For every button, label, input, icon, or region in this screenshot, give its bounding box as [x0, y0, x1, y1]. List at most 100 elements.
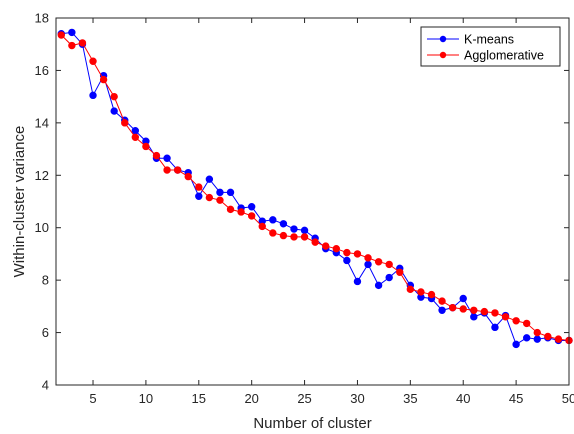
- y-tick-label: 4: [42, 378, 49, 393]
- x-tick-label: 45: [509, 391, 523, 406]
- legend-marker-agglomerative: [439, 51, 447, 59]
- data-point-k-means: [374, 281, 383, 290]
- data-point-k-means: [300, 226, 309, 235]
- data-point-agglomerative: [205, 193, 214, 202]
- data-point-agglomerative: [491, 309, 499, 317]
- x-tick-label: 30: [350, 391, 364, 406]
- data-point-agglomerative: [89, 57, 97, 65]
- x-axis-label: Number of cluster: [253, 415, 371, 432]
- y-tick-label: 6: [42, 325, 49, 340]
- x-tick-label: 10: [139, 391, 153, 406]
- data-point-agglomerative: [173, 166, 182, 174]
- data-point-k-means: [216, 188, 224, 197]
- data-point-agglomerative: [237, 208, 245, 216]
- data-point-agglomerative: [258, 222, 266, 231]
- data-point-agglomerative: [57, 31, 65, 39]
- data-point-agglomerative: [68, 41, 76, 50]
- data-point-k-means: [163, 154, 171, 162]
- x-tick-label: 15: [192, 391, 206, 406]
- data-point-k-means: [195, 192, 203, 200]
- x-tick-label: 40: [456, 391, 470, 406]
- data-point-k-means: [247, 203, 256, 211]
- data-point-agglomerative: [226, 205, 235, 214]
- legend-label-agglomerative: Agglomerative: [464, 49, 544, 63]
- data-point-agglomerative: [121, 119, 129, 127]
- data-point-agglomerative: [544, 332, 552, 341]
- data-point-agglomerative: [269, 229, 277, 237]
- x-tick-label: 25: [297, 391, 311, 406]
- data-point-agglomerative: [152, 151, 161, 160]
- x-tick-label: 50: [562, 391, 574, 406]
- x-tick-label: 20: [244, 391, 258, 406]
- data-point-k-means: [226, 188, 235, 197]
- data-point-k-means: [89, 91, 97, 100]
- data-point-agglomerative: [385, 260, 393, 269]
- data-point-k-means: [459, 294, 467, 303]
- plot-series: [57, 28, 573, 349]
- data-point-agglomerative: [438, 297, 446, 305]
- data-point-k-means: [512, 340, 520, 349]
- legend-label-k-means: K-means: [464, 33, 514, 47]
- y-tick-label: 14: [35, 115, 49, 130]
- data-point-agglomerative: [374, 258, 383, 266]
- data-point-k-means: [470, 313, 478, 321]
- data-point-k-means: [269, 216, 277, 224]
- legend-box: [420, 26, 561, 67]
- axes-box: [55, 17, 570, 386]
- data-point-agglomerative: [322, 242, 330, 250]
- y-axis-label: Within-cluster variance: [11, 126, 28, 278]
- data-point-agglomerative: [522, 319, 531, 328]
- data-point-k-means: [131, 127, 140, 135]
- axis-ticks: 5 10 15 20 25 30 35 40 45 50 4 6 8 10 12 14 16 18: [35, 11, 574, 407]
- data-point-k-means: [279, 220, 288, 228]
- y-tick-label: 12: [35, 168, 49, 183]
- data-point-agglomerative: [417, 288, 425, 296]
- data-point-k-means: [290, 225, 298, 233]
- x-tick-label: 5: [89, 391, 96, 406]
- data-point-agglomerative: [480, 307, 489, 316]
- data-point-agglomerative: [247, 212, 256, 220]
- x-tick-label: 35: [403, 391, 417, 406]
- data-point-agglomerative: [78, 39, 87, 47]
- data-point-k-means: [522, 334, 531, 342]
- data-point-k-means: [364, 260, 372, 269]
- data-point-agglomerative: [142, 142, 150, 151]
- data-point-agglomerative: [406, 285, 415, 294]
- data-point-agglomerative: [512, 317, 520, 325]
- y-tick-label: 16: [35, 63, 49, 78]
- data-point-agglomerative: [110, 92, 118, 101]
- data-point-k-means: [385, 273, 393, 282]
- y-tick-label: 10: [35, 220, 49, 235]
- data-point-k-means: [343, 256, 351, 265]
- data-point-agglomerative: [448, 303, 457, 312]
- data-point-agglomerative: [184, 172, 192, 181]
- data-point-k-means: [110, 107, 118, 115]
- series-agglomerative: [57, 31, 573, 345]
- data-point-agglomerative: [279, 231, 288, 240]
- data-point-agglomerative: [311, 238, 319, 246]
- data-point-agglomerative: [131, 133, 140, 141]
- data-point-k-means: [533, 335, 541, 343]
- legend-marker-k-means: [439, 35, 447, 43]
- data-point-k-means: [438, 306, 446, 314]
- data-point-agglomerative: [470, 306, 478, 314]
- data-point-agglomerative: [554, 335, 563, 343]
- y-tick-label: 18: [35, 11, 49, 26]
- data-point-agglomerative: [533, 328, 541, 337]
- data-point-agglomerative: [396, 268, 404, 276]
- data-point-agglomerative: [459, 305, 467, 313]
- data-point-agglomerative: [300, 233, 309, 241]
- data-point-agglomerative: [501, 313, 510, 321]
- data-point-k-means: [205, 175, 214, 183]
- data-point-agglomerative: [290, 233, 298, 241]
- data-point-k-means: [68, 28, 76, 37]
- data-point-agglomerative: [216, 196, 224, 204]
- data-point-agglomerative: [195, 183, 203, 191]
- data-point-agglomerative: [427, 290, 436, 299]
- data-point-agglomerative: [163, 166, 171, 174]
- data-point-k-means: [491, 323, 499, 332]
- data-point-agglomerative: [99, 75, 108, 84]
- data-point-agglomerative: [343, 248, 351, 257]
